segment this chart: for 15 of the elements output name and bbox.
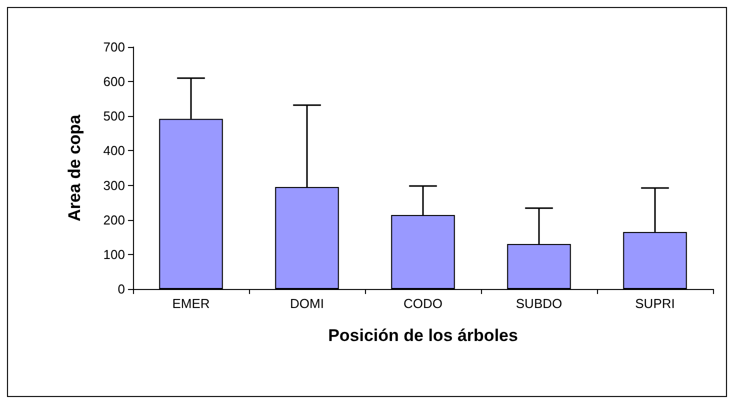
x-tick-label: EMER bbox=[172, 296, 210, 311]
y-tick-label: 200 bbox=[103, 212, 125, 228]
y-tick-label: 500 bbox=[103, 108, 125, 124]
y-tick-label: 100 bbox=[103, 246, 125, 262]
y-tick-label: 400 bbox=[103, 143, 125, 158]
x-tick-label: CODO bbox=[404, 296, 442, 311]
x-tick-label: DOMI bbox=[290, 296, 324, 311]
x-axis-title: Posición de los árboles bbox=[328, 326, 518, 345]
y-tick-label: 700 bbox=[103, 40, 125, 54]
y-tick-label: 0 bbox=[118, 282, 125, 296]
x-tick-label: SUBDO bbox=[516, 296, 562, 311]
y-axis-title: Area de copa bbox=[65, 114, 84, 222]
y-tick-label: 300 bbox=[103, 178, 125, 193]
y-tick-label: 600 bbox=[103, 74, 125, 90]
x-tick-label: SUPRI bbox=[635, 296, 675, 311]
